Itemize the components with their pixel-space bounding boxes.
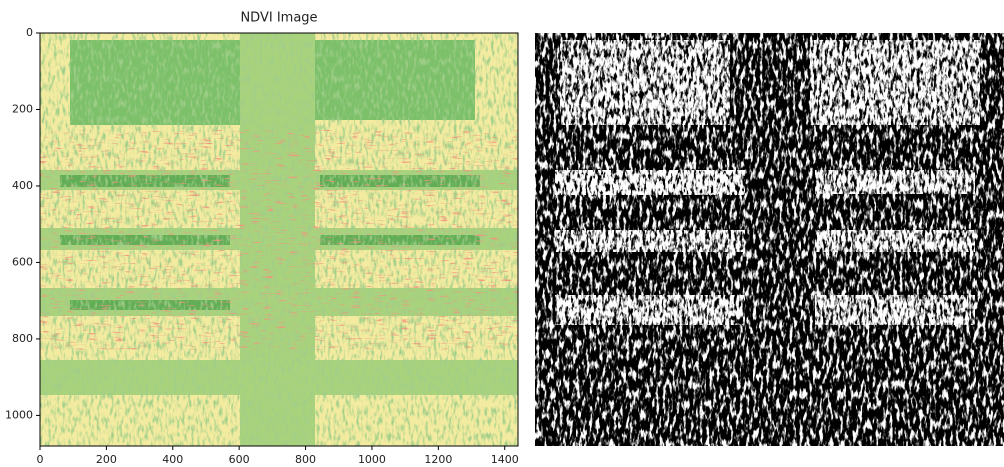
- x-tick-label: 200: [96, 453, 117, 466]
- y-tick-label: 800: [12, 332, 33, 345]
- y-tick-label: 600: [12, 255, 33, 268]
- ndvi-image: [40, 33, 518, 446]
- y-tick-label: 0: [26, 26, 33, 39]
- mask-image: [535, 33, 1004, 446]
- x-tick-label: 400: [162, 453, 183, 466]
- x-tick-label: 1000: [358, 453, 386, 466]
- y-tick-label: 200: [12, 102, 33, 115]
- x-tick-label: 1200: [424, 453, 452, 466]
- chart-title: NDVI Image: [240, 11, 317, 26]
- x-tick-label: 800: [295, 453, 316, 466]
- y-tick-label: 400: [12, 179, 33, 192]
- axes-frame: [39, 32, 519, 447]
- x-tick-label: 0: [37, 453, 44, 466]
- y-tick-label: 1000: [5, 408, 33, 421]
- x-tick-label: 600: [229, 453, 250, 466]
- x-tick-label: 1400: [491, 453, 519, 466]
